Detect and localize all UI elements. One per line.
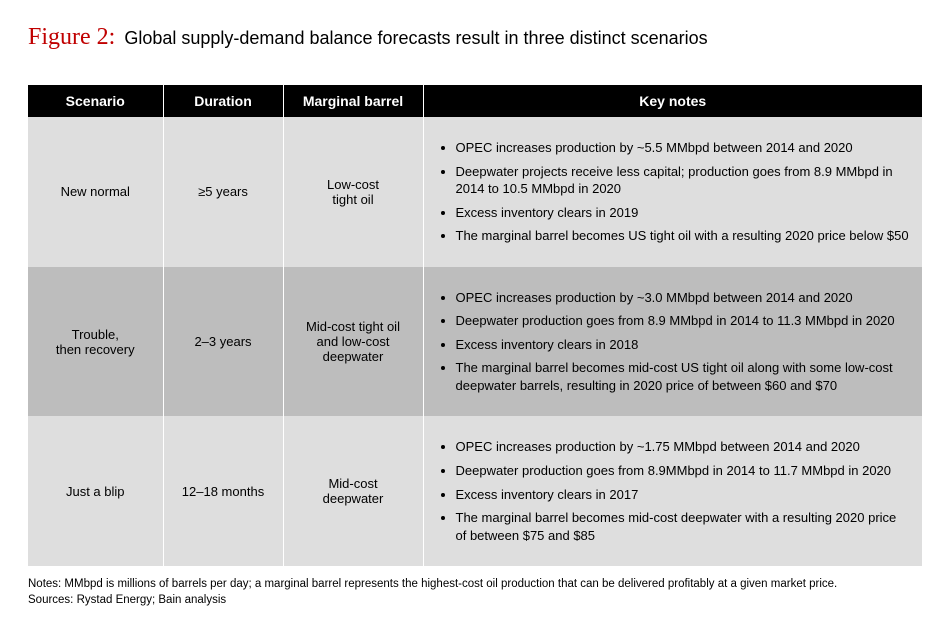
table-row: Trouble,then recovery 2–3 years Mid-cost… (28, 267, 922, 417)
list-item: The marginal barrel becomes mid-cost US … (456, 359, 911, 394)
cell-notes: OPEC increases production by ~3.0 MMbpd … (423, 267, 922, 417)
scenario-table: Scenario Duration Marginal barrel Key no… (28, 85, 922, 566)
cell-marginal: Mid-cost tight oiland low-costdeepwater (283, 267, 423, 417)
list-item: OPEC increases production by ~3.0 MMbpd … (456, 289, 911, 307)
cell-notes: OPEC increases production by ~1.75 MMbpd… (423, 416, 922, 566)
list-item: Deepwater projects receive less capital;… (456, 163, 911, 198)
col-header-scenario: Scenario (28, 85, 163, 117)
list-item: Deepwater production goes from 8.9 MMbpd… (456, 312, 911, 330)
cell-notes: OPEC increases production by ~5.5 MMbpd … (423, 117, 922, 267)
cell-scenario: Just a blip (28, 416, 163, 566)
list-item: The marginal barrel becomes mid-cost dee… (456, 509, 911, 544)
figure-label: Figure 2: (28, 24, 115, 50)
list-item: Excess inventory clears in 2018 (456, 336, 911, 354)
list-item: Excess inventory clears in 2017 (456, 486, 911, 504)
col-header-duration: Duration (163, 85, 283, 117)
col-header-notes: Key notes (423, 85, 922, 117)
list-item: OPEC increases production by ~5.5 MMbpd … (456, 139, 911, 157)
table-row: New normal ≥5 years Low-costtight oil OP… (28, 117, 922, 267)
cell-marginal: Low-costtight oil (283, 117, 423, 267)
cell-marginal: Mid-costdeepwater (283, 416, 423, 566)
notes-list: OPEC increases production by ~5.5 MMbpd … (436, 139, 911, 245)
figure-caption: Figure 2: Global supply-demand balance f… (28, 24, 922, 51)
list-item: OPEC increases production by ~1.75 MMbpd… (456, 438, 911, 456)
table-body: New normal ≥5 years Low-costtight oil OP… (28, 117, 922, 566)
footnotes-sources: Sources: Rystad Energy; Bain analysis (28, 592, 922, 608)
list-item: Excess inventory clears in 2019 (456, 204, 911, 222)
cell-duration: 2–3 years (163, 267, 283, 417)
footnotes-notes: Notes: MMbpd is millions of barrels per … (28, 576, 922, 592)
figure-container: Figure 2: Global supply-demand balance f… (0, 0, 950, 628)
notes-list: OPEC increases production by ~1.75 MMbpd… (436, 438, 911, 544)
figure-caption-text: Global supply-demand balance forecasts r… (124, 28, 707, 48)
list-item: The marginal barrel becomes US tight oil… (456, 227, 911, 245)
cell-scenario: New normal (28, 117, 163, 267)
cell-scenario: Trouble,then recovery (28, 267, 163, 417)
list-item: Deepwater production goes from 8.9MMbpd … (456, 462, 911, 480)
table-row: Just a blip 12–18 months Mid-costdeepwat… (28, 416, 922, 566)
notes-list: OPEC increases production by ~3.0 MMbpd … (436, 289, 911, 395)
cell-duration: ≥5 years (163, 117, 283, 267)
table-header: Scenario Duration Marginal barrel Key no… (28, 85, 922, 117)
col-header-marginal: Marginal barrel (283, 85, 423, 117)
cell-duration: 12–18 months (163, 416, 283, 566)
footnotes: Notes: MMbpd is millions of barrels per … (28, 576, 922, 608)
